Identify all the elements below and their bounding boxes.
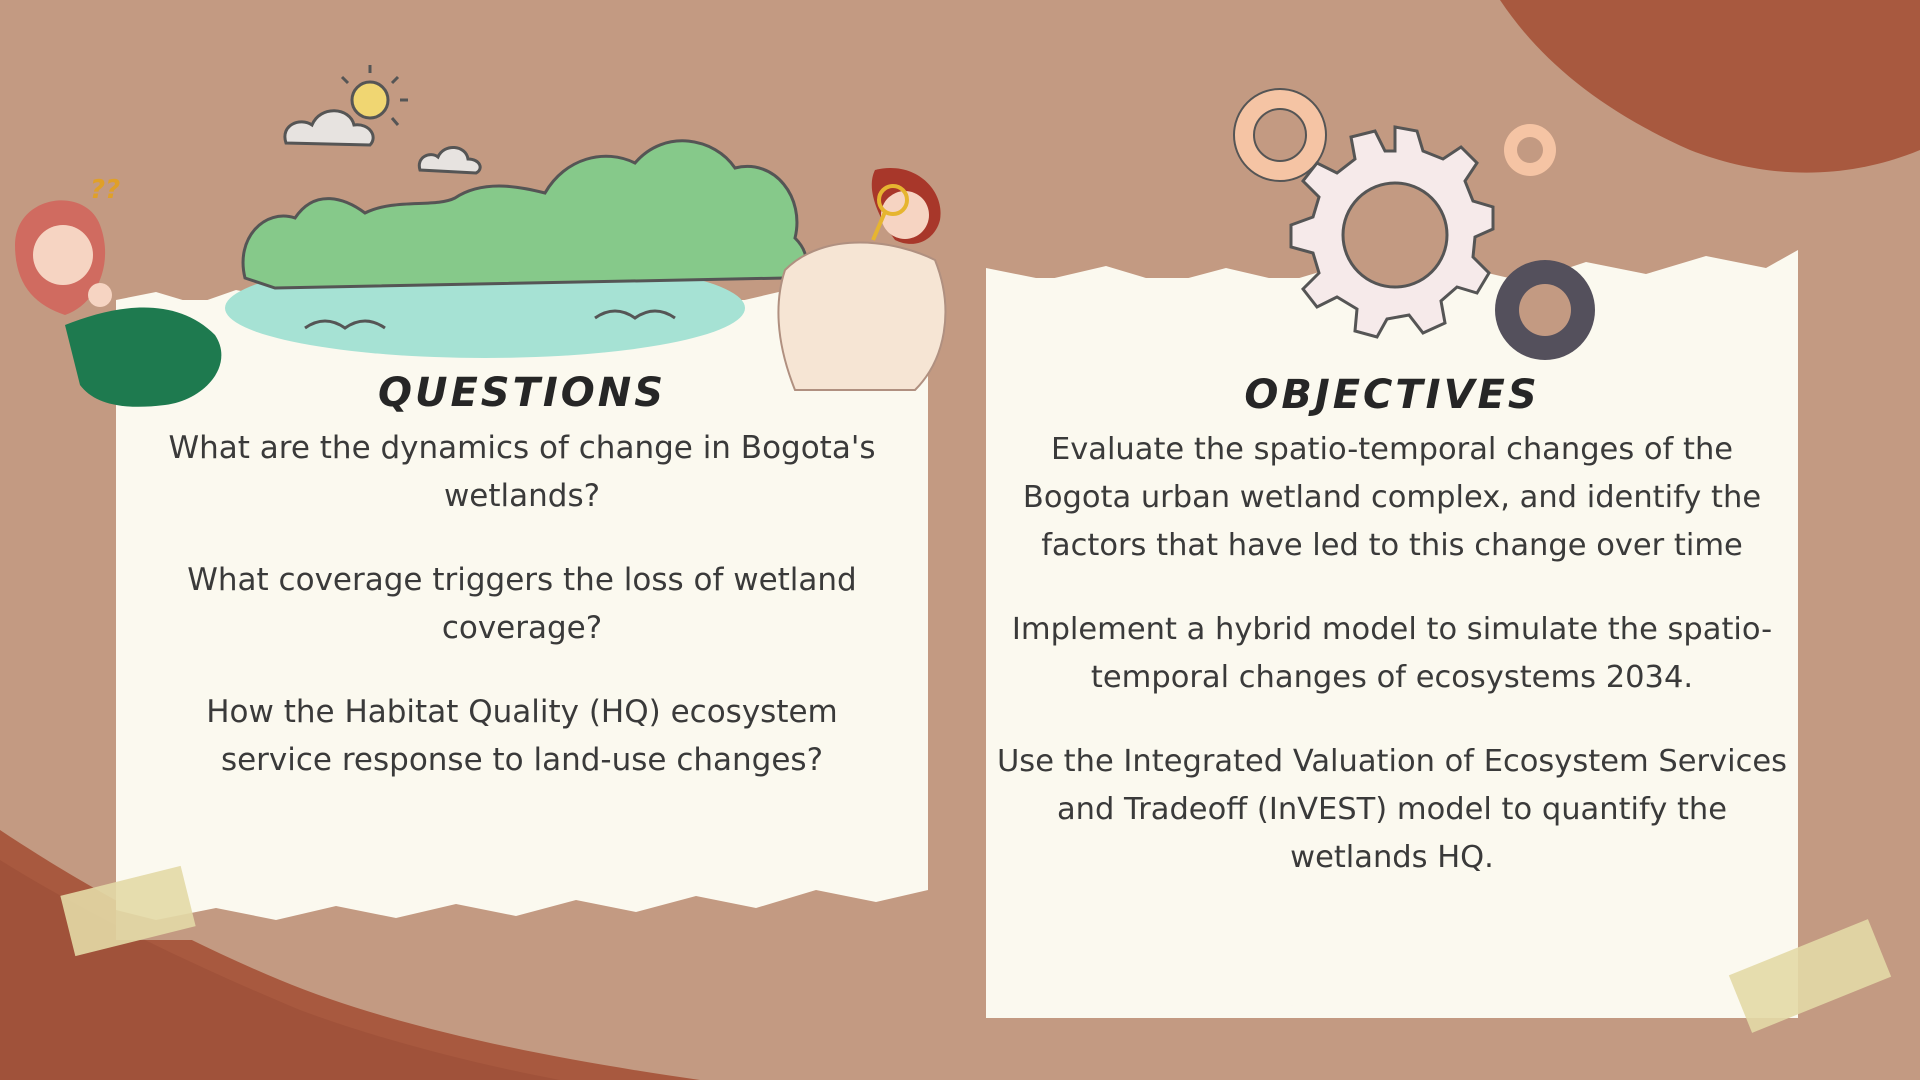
- objectives-heading: OBJECTIVES: [1244, 372, 1540, 418]
- woman-with-magnifier-illustration: [777, 168, 947, 391]
- question-item-2: What coverage triggers the loss of wetla…: [187, 562, 857, 646]
- question-marks-icon: ??: [90, 175, 121, 205]
- avatar: [33, 225, 93, 285]
- objective-item-3: Use the Integrated Valuation of Ecosyste…: [996, 744, 1787, 875]
- sun-icon: [340, 65, 408, 126]
- copper-paint-top-right: [1500, 0, 1920, 173]
- torn-edge-bottom: [986, 978, 1798, 1012]
- dark-gear-icon: [1495, 260, 1595, 360]
- questions-heading: QUESTIONS: [377, 370, 667, 416]
- objectives-list: Evaluate the spatio-temporal changes of …: [986, 426, 1798, 918]
- torn-edge-bottom: [116, 860, 928, 940]
- objective-item-1: Evaluate the spatio-temporal changes of …: [1022, 432, 1762, 563]
- magnifier-icon: [871, 184, 909, 241]
- question-item-1: What are the dynamics of change in Bogot…: [168, 430, 876, 514]
- small-gear-icon: [1233, 88, 1327, 182]
- sun-clouds-illustration: [283, 65, 482, 175]
- questions-list: What are the dynamics of change in Bogot…: [116, 424, 928, 820]
- question-item-3: How the Habitat Quality (HQ) ecosystem s…: [206, 694, 838, 778]
- cloud-icon: [417, 146, 482, 175]
- objectives-card: OBJECTIVES Evaluate the spatio-temporal …: [986, 250, 1798, 1018]
- tiny-gear-icon: [1504, 124, 1556, 176]
- large-gear-icon: [1289, 125, 1495, 339]
- objective-item-2: Implement a hybrid model to simulate the…: [1011, 612, 1773, 695]
- cloud-icon: [283, 109, 375, 147]
- wetland-illustration: [225, 139, 808, 358]
- trees-icon: [241, 139, 808, 290]
- thinking-woman-illustration: [15, 200, 222, 407]
- gears-illustration: [1233, 88, 1595, 360]
